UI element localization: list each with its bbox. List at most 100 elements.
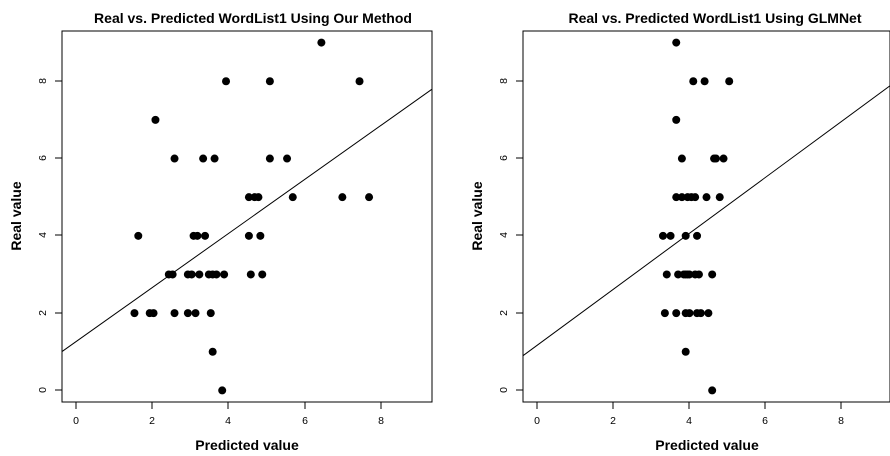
regression-line	[522, 85, 890, 357]
data-point	[693, 231, 702, 240]
x-axis: 0 2 4 6 8 Predicted value	[73, 401, 384, 453]
data-point	[265, 154, 274, 163]
y-tick-label: 0	[498, 387, 510, 393]
chart-panel-our-method: Real vs. Predicted WordList1 Using Our M…	[8, 10, 433, 453]
data-point	[681, 231, 690, 240]
data-point	[134, 231, 143, 240]
data-point	[218, 386, 227, 395]
x-tick-label: 4	[225, 415, 231, 427]
data-point	[689, 77, 698, 86]
data-point	[210, 154, 219, 163]
data-point	[704, 309, 713, 318]
data-point	[256, 231, 265, 240]
data-point	[365, 193, 374, 202]
data-point	[715, 193, 724, 202]
data-point	[355, 77, 364, 86]
data-point	[193, 231, 202, 240]
data-point	[702, 193, 711, 202]
data-point	[170, 154, 179, 163]
data-point	[206, 309, 215, 318]
data-point	[672, 38, 681, 47]
data-point	[719, 154, 728, 163]
data-point	[244, 231, 253, 240]
data-point	[694, 270, 703, 279]
data-point	[696, 309, 705, 318]
data-point	[258, 270, 267, 279]
y-tick-label: 2	[498, 310, 510, 316]
data-point	[195, 270, 204, 279]
data-point	[151, 115, 160, 124]
x-axis: 0 2 4 6 8 Predicted value	[534, 401, 844, 453]
chart-title: Real vs. Predicted WordList1 Using Our M…	[94, 10, 412, 26]
data-point	[212, 270, 221, 279]
data-point	[700, 77, 709, 86]
y-tick-label: 2	[37, 310, 49, 316]
chart-title: Real vs. Predicted WordList1 Using GLMNe…	[568, 10, 861, 26]
y-tick-label: 4	[37, 232, 49, 238]
y-tick-label: 4	[498, 232, 510, 238]
y-tick-label: 8	[37, 78, 49, 84]
data-point	[222, 77, 231, 86]
y-tick-label: 6	[498, 155, 510, 161]
regression-line	[61, 88, 433, 352]
x-tick-label: 4	[686, 415, 692, 427]
y-axis-label: Real value	[8, 181, 24, 250]
plot-area	[522, 38, 890, 395]
data-point	[666, 231, 675, 240]
data-point	[708, 386, 717, 395]
data-point	[674, 270, 683, 279]
x-tick-label: 2	[610, 415, 616, 427]
data-point	[672, 115, 681, 124]
data-point	[672, 309, 681, 318]
data-point	[685, 270, 694, 279]
data-point	[265, 77, 274, 86]
data-point	[183, 309, 192, 318]
x-tick-label: 8	[838, 415, 844, 427]
data-point	[711, 154, 720, 163]
y-axis: 0 2 4 6 8 Real value	[8, 78, 63, 393]
x-tick-label: 0	[73, 415, 79, 427]
data-point	[149, 309, 158, 318]
data-point	[317, 38, 326, 47]
data-point	[201, 231, 210, 240]
x-tick-label: 6	[302, 415, 308, 427]
data-point	[208, 347, 217, 356]
y-tick-label: 6	[37, 155, 49, 161]
data-point	[288, 193, 297, 202]
data-point	[681, 347, 690, 356]
data-point	[662, 270, 671, 279]
data-point	[254, 193, 263, 202]
data-point	[130, 309, 139, 318]
data-point	[708, 270, 717, 279]
x-tick-label: 8	[378, 415, 384, 427]
x-axis-label: Predicted value	[655, 437, 759, 453]
data-point	[191, 309, 200, 318]
data-point	[283, 154, 292, 163]
data-point	[244, 193, 253, 202]
plot-frame	[61, 30, 433, 403]
data-point	[725, 77, 734, 86]
data-point	[677, 193, 686, 202]
data-point	[660, 309, 669, 318]
plot-area	[61, 38, 433, 395]
data-point	[220, 270, 229, 279]
plot-frame	[522, 30, 890, 403]
data-point	[691, 193, 700, 202]
data-point	[199, 154, 208, 163]
x-tick-label: 0	[534, 415, 540, 427]
y-axis-label: Real value	[469, 181, 485, 250]
data-point	[246, 270, 255, 279]
data-point	[685, 309, 694, 318]
y-tick-label: 8	[498, 78, 510, 84]
y-tick-label: 0	[37, 387, 49, 393]
data-point	[658, 231, 667, 240]
data-point	[187, 270, 196, 279]
y-axis: 0 2 4 6 8 Real value	[469, 78, 524, 393]
x-tick-label: 6	[762, 415, 768, 427]
chart-panel-glmnet: Real vs. Predicted WordList1 Using GLMNe…	[469, 10, 890, 453]
data-point	[170, 309, 179, 318]
data-point	[338, 193, 347, 202]
x-axis-label: Predicted value	[195, 437, 299, 453]
data-point	[168, 270, 177, 279]
